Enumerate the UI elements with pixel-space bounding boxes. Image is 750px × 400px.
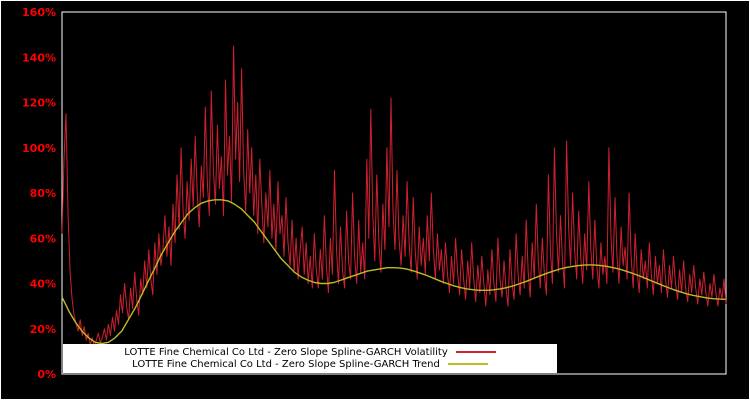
plot-frame bbox=[61, 11, 727, 375]
y-axis-label: 80% bbox=[30, 187, 56, 200]
y-axis-label: 60% bbox=[30, 232, 56, 245]
legend-item-volatility: LOTTE Fine Chemical Co Ltd - Zero Slope … bbox=[63, 346, 557, 358]
y-axis-label: 100% bbox=[22, 142, 56, 155]
legend-label-volatility: LOTTE Fine Chemical Co Ltd - Zero Slope … bbox=[124, 346, 448, 358]
y-axis-label: 20% bbox=[30, 323, 56, 336]
y-axis-label: 40% bbox=[30, 278, 56, 291]
legend-line-sample-volatility bbox=[455, 351, 496, 353]
y-axis-label: 0% bbox=[37, 368, 56, 381]
y-axis-label: 120% bbox=[22, 97, 56, 110]
volatility-line bbox=[61, 45, 727, 348]
trend-line bbox=[61, 199, 727, 345]
legend-line-sample-trend bbox=[447, 363, 488, 365]
y-axis-label: 160% bbox=[22, 6, 56, 19]
y-axis-label: 140% bbox=[22, 51, 56, 64]
legend: LOTTE Fine Chemical Co Ltd - Zero Slope … bbox=[63, 344, 557, 373]
legend-item-trend: LOTTE Fine Chemical Co Ltd - Zero Slope … bbox=[63, 358, 557, 370]
legend-label-trend: LOTTE Fine Chemical Co Ltd - Zero Slope … bbox=[132, 358, 440, 370]
